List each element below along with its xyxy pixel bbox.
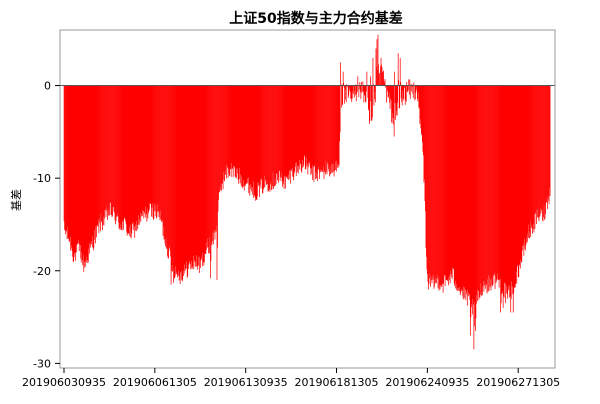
y-tick-label: -30 [33,357,51,370]
bar [398,80,399,85]
bar [359,82,360,86]
bar [357,86,358,92]
bar [370,86,371,121]
bar [408,86,409,91]
bar [357,76,358,85]
x-tick-label: 201906271305 [476,376,560,389]
y-tick-label: 0 [44,80,51,93]
y-tick-label: -10 [33,172,51,185]
bars-layer [60,35,555,350]
bar [385,79,386,86]
x-tick-label: 201906130935 [204,376,288,389]
bar [375,86,376,103]
bar [373,58,374,86]
bar [409,79,410,85]
bar [355,86,356,96]
bar [408,79,409,85]
bar [346,86,347,103]
chart-title: 上证50指数与主力合约基差 [229,10,402,27]
bar [413,86,414,98]
x-tick-label: 201906240935 [385,376,469,389]
x-tick-label: 201906061305 [113,376,197,389]
bar [360,86,361,99]
bar [409,86,410,95]
bar [397,86,398,103]
bar [406,86,407,102]
x-axis-ticks: 201906030935 201906061305 201906130935 2019… [22,368,560,389]
bar [372,86,373,118]
bar [359,86,360,90]
bar [362,81,363,85]
bar [399,86,400,108]
x-tick-label: 201906181305 [295,376,379,389]
bar [340,62,341,85]
bar [367,72,368,86]
bar [410,86,411,99]
bar [394,86,395,137]
bar [379,73,380,85]
y-tick-label: -20 [33,265,51,278]
y-axis-ticks: 0 -10 -20 -30 [33,80,60,371]
bar [400,58,401,86]
bar [353,86,354,95]
bar [362,86,363,92]
y-axis-label: 基差 [9,189,23,211]
bar [406,82,407,86]
bar [366,86,367,92]
bar [400,82,401,86]
bar [340,86,341,133]
bar [342,86,343,105]
x-tick-label: 201906030935 [22,376,106,389]
bar [394,72,395,86]
bar [361,82,362,86]
bar [550,86,551,196]
bar [370,76,371,85]
bar [411,86,412,92]
